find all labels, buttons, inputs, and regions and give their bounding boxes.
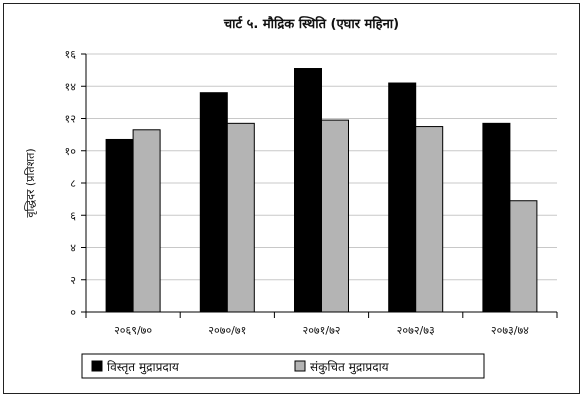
bar-narrow-money — [132, 129, 161, 313]
bar-broad-money — [105, 138, 134, 313]
legend-swatch — [294, 360, 306, 372]
y-tick-label: ४ — [70, 242, 76, 255]
legend-label: विस्तृत मुद्राप्रदाय — [107, 360, 180, 375]
chart-frame: चार्ट ५. मौद्रिक स्थिति (एघार महिना) ० २ ४… — [3, 3, 580, 394]
x-tick-label: २०७२/७३ — [397, 324, 435, 337]
legend-label: संकुचित मुद्राप्रदाय — [310, 360, 390, 375]
bar-narrow-money — [415, 126, 444, 313]
bar-broad-money — [388, 82, 417, 313]
y-tick-label: १६ — [65, 48, 77, 61]
bar-narrow-money — [226, 122, 255, 313]
y-tick-label: १२ — [65, 113, 76, 126]
bar-narrow-money — [509, 200, 538, 313]
bars — [105, 68, 538, 313]
y-tick-label: १० — [65, 145, 77, 158]
x-tick-label: २०७१/७२ — [302, 324, 340, 337]
bar-broad-money — [199, 92, 228, 313]
axes: ० २ ४ ६ ८ १० १२ १४ १६ २०६९/७० २०७०/७१ २०७१/७२ २०७२/७… — [65, 48, 558, 337]
y-tick-label: १४ — [65, 80, 77, 93]
bar-broad-money — [482, 122, 511, 313]
bar-broad-money — [294, 68, 322, 313]
bar-chart: चार्ट ५. मौद्रिक स्थिति (एघार महिना) ० २ ४… — [24, 16, 558, 379]
legend-box — [81, 353, 485, 379]
x-tick-label: २०६९/७० — [114, 324, 152, 337]
chart-title: चार्ट ५. मौद्रिक स्थिति (एघार महिना) — [223, 16, 399, 32]
y-tick-label: ८ — [70, 177, 76, 190]
bar-narrow-money — [321, 119, 349, 313]
y-axis-label: वृद्धिदर (प्रतिशत) — [24, 148, 37, 217]
legend: विस्तृत मुद्राप्रदाय संकुचित मुद्राप्रदाय — [81, 353, 485, 379]
y-tick-label: ६ — [70, 209, 76, 222]
x-tick-label: २०७०/७१ — [208, 324, 246, 337]
y-tick-label: २ — [70, 274, 76, 287]
y-tick-label: ० — [70, 306, 76, 319]
x-tick-label: २०७३/७४ — [491, 324, 529, 337]
legend-swatch — [91, 360, 103, 372]
